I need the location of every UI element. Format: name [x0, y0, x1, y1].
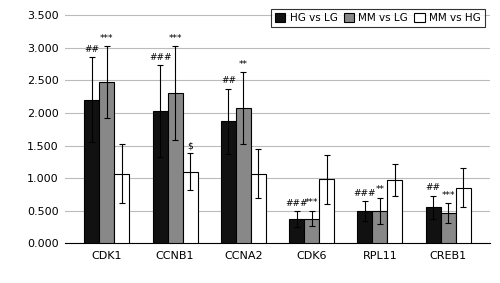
Bar: [440, 213, 456, 243]
Text: ##: ##: [84, 45, 100, 54]
Bar: [221, 121, 236, 243]
Bar: [289, 219, 304, 243]
Text: ##: ##: [221, 76, 236, 85]
Text: **: **: [376, 185, 384, 194]
Bar: [100, 82, 114, 243]
Bar: [304, 218, 319, 243]
Bar: [372, 211, 388, 243]
Text: **: **: [239, 60, 248, 69]
Bar: [319, 179, 334, 243]
Text: ###: ###: [354, 189, 376, 198]
Text: ***: ***: [442, 191, 455, 200]
Bar: [251, 173, 266, 243]
Bar: [168, 93, 182, 243]
Bar: [456, 188, 470, 243]
Text: $: $: [187, 141, 193, 150]
Text: ###: ###: [286, 199, 308, 208]
Text: ###: ###: [149, 53, 172, 62]
Text: ***: ***: [305, 198, 318, 207]
Bar: [358, 211, 372, 243]
Bar: [182, 171, 198, 243]
Bar: [114, 173, 130, 243]
Bar: [388, 180, 402, 243]
Legend: HG vs LG, MM vs LG, MM vs HG: HG vs LG, MM vs LG, MM vs HG: [271, 9, 485, 27]
Bar: [152, 111, 168, 243]
Bar: [236, 108, 251, 243]
Text: ***: ***: [168, 34, 182, 43]
Bar: [84, 100, 100, 243]
Text: ##: ##: [426, 183, 440, 192]
Bar: [426, 207, 440, 243]
Text: ***: ***: [100, 34, 114, 43]
